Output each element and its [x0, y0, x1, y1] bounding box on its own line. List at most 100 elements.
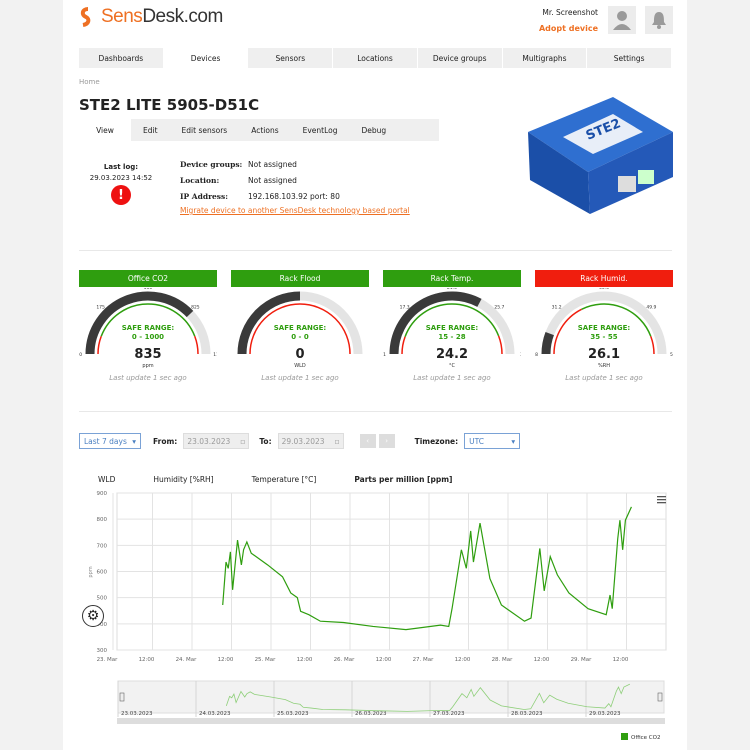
navigator-tick-label: 24.03.2023: [199, 711, 231, 717]
to-date-input[interactable]: 29.03.2023 ▫: [277, 433, 344, 449]
gauge-value: 0: [295, 347, 304, 362]
timezone-value: UTC: [469, 436, 485, 446]
chart-tab-humidity[interactable]: Humidity [%RH]: [153, 475, 214, 484]
nav-item-dashboards[interactable]: Dashboards: [79, 48, 164, 68]
x-tick-label: 12:00: [613, 657, 629, 663]
tab-debug[interactable]: Debug: [361, 125, 387, 135]
gauge-tick-label: -150: [79, 352, 82, 358]
x-tick-label: 25. Mar: [255, 657, 277, 663]
chart-controls: Last 7 days ▾ From: 23.03.2023 ▫ To: 29.03…: [79, 433, 521, 449]
gauge-title[interactable]: Office CO2: [79, 270, 217, 287]
tab-eventlog[interactable]: EventLog: [302, 125, 338, 135]
migrate-link[interactable]: Migrate device to another SensDesk techn…: [180, 206, 410, 215]
groups-value: Not assigned: [248, 159, 297, 169]
nav-item-locations[interactable]: Locations: [333, 48, 418, 68]
last-log: Last log: 29.03.2023 14:52 !: [85, 163, 157, 208]
gauge-title[interactable]: Rack Temp.: [383, 270, 521, 287]
gauge-safe-arc: [581, 303, 652, 337]
gauge-updated: Last update 1 sec ago: [109, 374, 187, 382]
navigator-left-handle[interactable]: [119, 692, 125, 702]
y-tick-label: 800: [97, 517, 108, 523]
chart-tab-wld[interactable]: WLD: [98, 475, 116, 484]
user-button[interactable]: [608, 6, 636, 34]
gauge-alarm-arc: [299, 303, 351, 355]
adopt-device-link[interactable]: Adopt device: [538, 24, 598, 33]
tab-edit[interactable]: Edit: [143, 125, 158, 135]
prev-button[interactable]: ‹: [359, 434, 376, 448]
logo[interactable]: SensDesk.com: [79, 6, 223, 28]
groups-label: Device groups:: [180, 159, 243, 169]
gauge-tick-label: 825: [191, 305, 200, 311]
breadcrumb[interactable]: Home: [79, 78, 100, 86]
divider: [79, 250, 672, 251]
user-info: Mr. Screenshot Adopt device: [510, 8, 598, 33]
navigator[interactable]: [117, 680, 665, 714]
gauge-alarm-arc: [194, 336, 199, 355]
gauge-tick-label: 59.3: [670, 352, 673, 358]
navigator-tick-label: 29.03.2023: [589, 711, 621, 717]
safe-range-value: 0 - 1000: [132, 333, 164, 341]
last-log-label: Last log:: [103, 163, 139, 171]
y-tick-label: 400: [97, 622, 108, 628]
gauge-unit: °C: [449, 363, 456, 369]
navigator-tick-label: 28.03.2023: [511, 711, 543, 717]
x-tick-label: 12:00: [376, 657, 392, 663]
range-value: Last 7 days: [84, 436, 127, 446]
range-select[interactable]: Last 7 days ▾: [79, 433, 141, 449]
y-tick-label: 300: [97, 648, 108, 654]
gauge-tick-label: 175: [96, 305, 105, 311]
navigator-series: [225, 683, 631, 712]
navigator-tick-label: 23.03.2023: [121, 711, 153, 717]
gauge-updated: Last update 1 sec ago: [413, 374, 491, 382]
device-tabs: View Edit Edit sensors Actions EventLog Debug: [79, 119, 439, 141]
menu-icon[interactable]: [657, 502, 666, 504]
tab-edit-sensors[interactable]: Edit sensors: [181, 125, 228, 135]
nav-item-sensors[interactable]: Sensors: [248, 48, 334, 68]
chart-tab-ppm[interactable]: Parts per million [ppm]: [354, 475, 453, 484]
gauge-tick-label: 500: [144, 288, 153, 291]
gauge-tick-label: 21.5: [447, 288, 457, 291]
safe-range-value: 0 - 0: [291, 333, 309, 341]
gauge-title[interactable]: Rack Flood: [231, 270, 369, 287]
notifications-button[interactable]: [645, 6, 673, 34]
nav-item-multigraphs[interactable]: Multigraphs: [503, 48, 588, 68]
timezone-select[interactable]: UTC ▾: [464, 433, 521, 449]
x-tick-label: 12:00: [455, 657, 471, 663]
main-nav: Dashboards Devices Sensors Locations Device …: [79, 48, 673, 68]
location-label: Location:: [180, 175, 220, 185]
navigator-tick-label: 27.03.2023: [433, 711, 465, 717]
tab-view[interactable]: View: [79, 119, 131, 141]
gauge-title[interactable]: Rack Humid.: [535, 270, 673, 287]
navigator-right-handle[interactable]: [657, 692, 663, 702]
gauge-alarm-arc: [401, 336, 406, 355]
menu-icon[interactable]: [657, 499, 666, 501]
x-tick-label: 26. Mar: [334, 657, 356, 663]
nav-item-device-groups[interactable]: Device groups: [418, 48, 503, 68]
legend-swatch: [621, 733, 628, 740]
from-date-input[interactable]: 23.03.2023 ▫: [183, 433, 250, 449]
gauge-tick-label: 31.2: [552, 305, 562, 311]
legend-label[interactable]: Office CO2: [631, 735, 660, 741]
last-log-value: 29.03.2023 14:52: [89, 174, 153, 182]
nav-item-settings[interactable]: Settings: [587, 48, 673, 68]
safe-range-value: 35 - 55: [590, 333, 617, 341]
next-button[interactable]: ›: [378, 434, 395, 448]
gauge-value-arc: [85, 291, 194, 355]
to-value: 29.03.2023: [281, 436, 325, 446]
chart-tab-temperature[interactable]: Temperature [°C]: [251, 475, 317, 484]
page-title: STE2 LITE 5905-D51C: [79, 96, 260, 114]
tab-actions[interactable]: Actions: [251, 125, 279, 135]
y-tick-label: 900: [97, 491, 108, 497]
gauge-unit: ppm: [142, 363, 153, 369]
location-value: Not assigned: [248, 175, 297, 185]
nav-item-devices[interactable]: Devices: [163, 48, 249, 68]
navigator-scrollbar[interactable]: [117, 718, 665, 724]
gear-icon[interactable]: ⚙: [82, 605, 104, 627]
y-tick-label: 700: [97, 543, 108, 549]
gauge: -150 175 500 825 1150 SAFE RANGE:0 - 1000 835p…: [79, 288, 217, 369]
safe-range-value: 15 - 28: [438, 333, 465, 341]
menu-icon[interactable]: [657, 496, 666, 498]
bell-icon: [652, 12, 666, 29]
